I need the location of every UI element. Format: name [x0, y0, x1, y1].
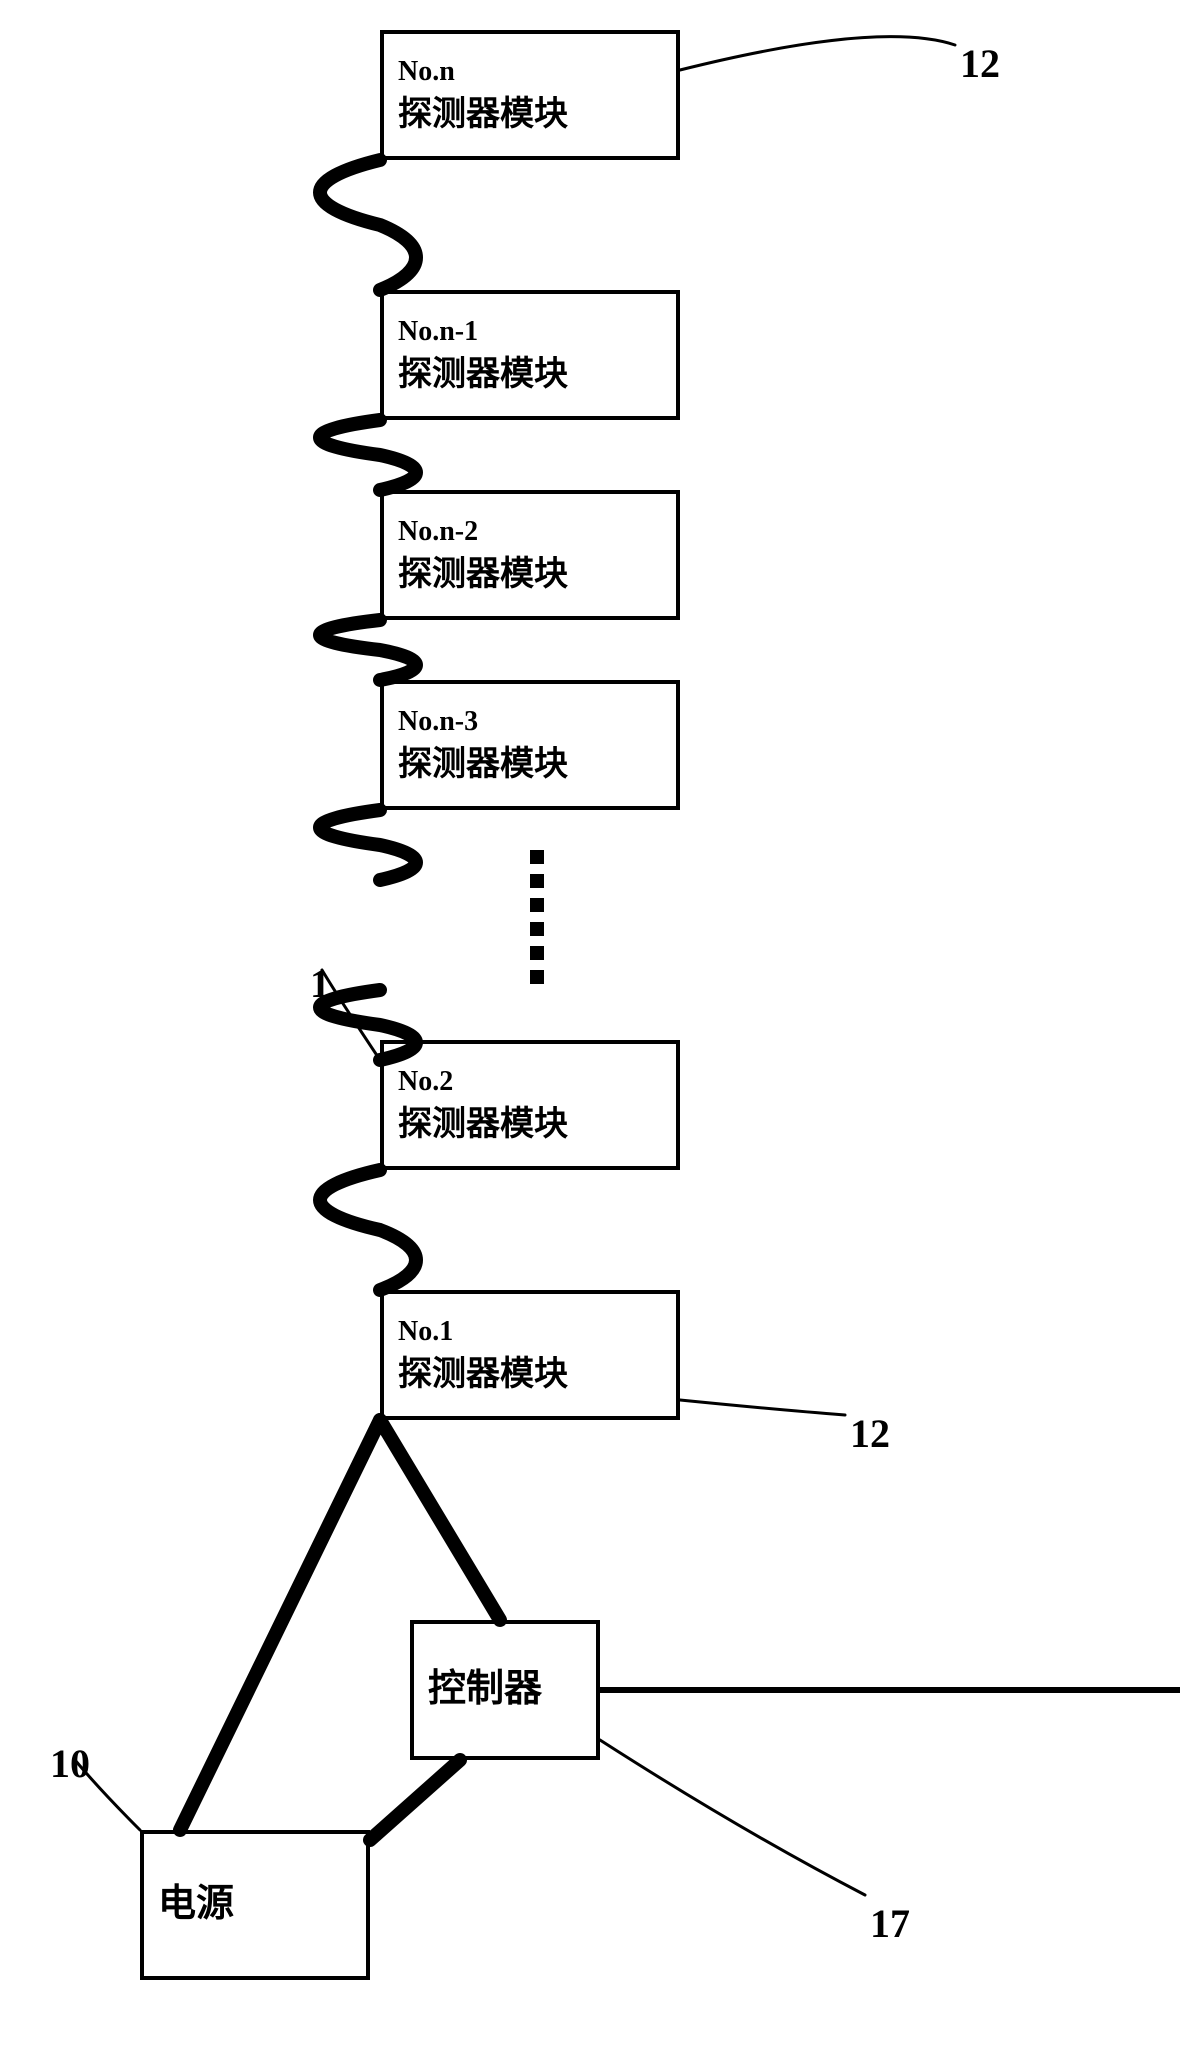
detector-module-n: No.n 探测器模块	[380, 30, 680, 160]
box-label-line1: No.1	[398, 1312, 662, 1351]
callout-12b: 12	[850, 1410, 890, 1457]
callout-1: 1	[310, 960, 330, 1007]
box-label-line1: No.n	[398, 52, 662, 91]
detector-module-1: No.1 探测器模块	[380, 1290, 680, 1420]
box-label-line1: No.n-3	[398, 702, 662, 741]
box-label-line2: 探测器模块	[398, 91, 662, 139]
box-label-line2: 探测器模块	[398, 551, 662, 599]
callout-12a: 12	[960, 40, 1000, 87]
power-box: 电源	[140, 1830, 370, 1980]
detector-module-n2: No.n-2 探测器模块	[380, 490, 680, 620]
ellipsis-icon	[530, 850, 544, 984]
box-label-line2: 探测器模块	[398, 351, 662, 399]
detector-module-2: No.2 探测器模块	[380, 1040, 680, 1170]
box-label-line1: No.2	[398, 1062, 662, 1101]
box-label: 电源	[158, 1878, 352, 1931]
detector-module-n3: No.n-3 探测器模块	[380, 680, 680, 810]
box-label-line2: 探测器模块	[398, 1351, 662, 1399]
box-label-line1: No.n-1	[398, 312, 662, 351]
callout-17: 17	[870, 1900, 910, 1947]
callout-10: 10	[50, 1740, 90, 1787]
controller-box: 控制器	[410, 1620, 600, 1760]
box-label-line2: 探测器模块	[398, 1101, 662, 1149]
detector-module-n1: No.n-1 探测器模块	[380, 290, 680, 420]
box-label: 控制器	[428, 1663, 582, 1716]
box-label-line1: No.n-2	[398, 512, 662, 551]
box-label-line2: 探测器模块	[398, 741, 662, 789]
